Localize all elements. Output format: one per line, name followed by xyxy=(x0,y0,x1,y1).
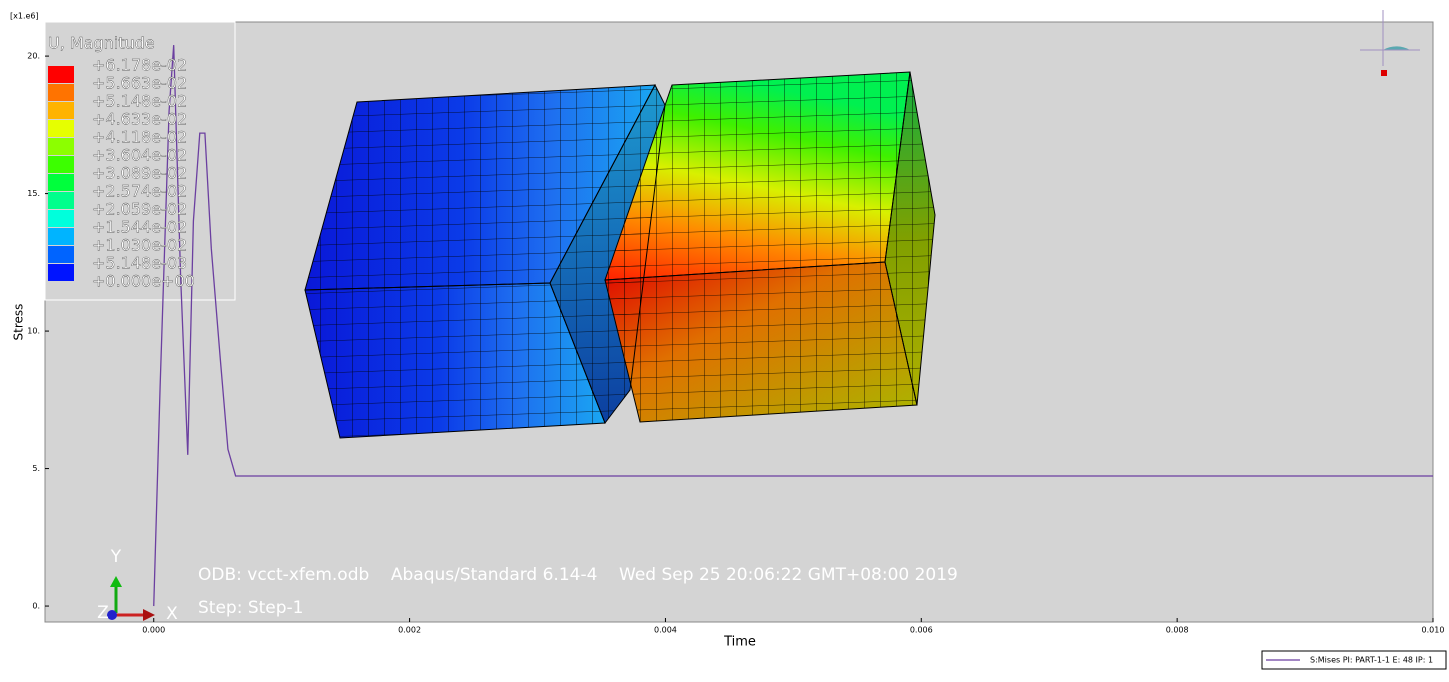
x-tick-label: 0.010 xyxy=(1422,626,1445,635)
legend-box xyxy=(1261,650,1447,670)
triad xyxy=(107,576,155,621)
x-tick-label: 0.000 xyxy=(142,626,165,635)
contour-swatch xyxy=(48,156,74,173)
contour-swatch xyxy=(48,210,74,227)
contour-swatch xyxy=(48,138,74,155)
contour-label: +5.148e-03 xyxy=(92,254,187,273)
contour-label: +2.059e-02 xyxy=(92,200,187,219)
contour-label: +4.118e-02 xyxy=(92,128,187,147)
x-tick-label: 0.004 xyxy=(654,626,677,635)
contour-label: +6.178e-02 xyxy=(92,56,187,75)
contour-legend-title: U, Magnitude xyxy=(48,34,155,53)
series-line xyxy=(153,45,1433,607)
x-tick-label: 0.008 xyxy=(1166,626,1189,635)
contour-swatch xyxy=(48,264,74,281)
triad-y: Y xyxy=(110,547,122,567)
contour-label: +1.544e-02 xyxy=(92,218,187,237)
contour-legend-box xyxy=(44,21,236,301)
y-tick-label: 20. xyxy=(27,52,40,61)
contour-swatch xyxy=(48,174,74,191)
triad-z: Z xyxy=(97,603,109,623)
y-tick-label: 10. xyxy=(27,327,40,336)
contour-swatch xyxy=(48,66,74,83)
contour-swatch xyxy=(48,246,74,263)
triad-x: X xyxy=(166,604,178,624)
contour-swatch xyxy=(48,84,74,101)
legend-label: S:Mises PI: PART-1-1 E: 48 IP: 1 xyxy=(1310,656,1433,665)
step-info: Step: Step-1 xyxy=(198,598,304,618)
contour-label: +3.089e-02 xyxy=(92,164,187,183)
contour-label: +3.604e-02 xyxy=(92,146,187,165)
contour-label: +2.574e-02 xyxy=(92,182,187,201)
contour-label: +4.633e-02 xyxy=(92,110,187,129)
y-tick-label: 15. xyxy=(27,189,40,198)
y-tick-label: 5. xyxy=(32,464,40,473)
odb-info: ODB: vcct-xfem.odb Abaqus/Standard 6.14-… xyxy=(198,565,958,585)
contour-label: +0.000e+00 xyxy=(92,272,195,291)
contour-label: +5.148e-02 xyxy=(92,92,187,111)
contour-swatch xyxy=(48,228,74,245)
x-axis-label: Time xyxy=(723,635,756,650)
contour-swatch xyxy=(48,120,74,137)
x-tick-label: 0.002 xyxy=(398,626,421,635)
contour-label: +5.663e-02 xyxy=(92,74,187,93)
y-multiplier: [x1.e6] xyxy=(10,12,39,21)
contour-label: +1.030e-02 xyxy=(92,236,187,255)
view-compass xyxy=(1360,10,1420,76)
fem-model xyxy=(304,71,936,439)
y-axis-label: Stress xyxy=(12,304,26,341)
y-tick-label: 0. xyxy=(32,602,40,611)
contour-swatch xyxy=(48,192,74,209)
x-tick-label: 0.006 xyxy=(910,626,933,635)
contour-swatch xyxy=(48,102,74,119)
